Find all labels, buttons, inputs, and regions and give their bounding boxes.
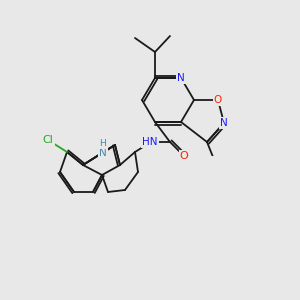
Text: N: N [177, 73, 185, 83]
Text: H: H [100, 140, 106, 148]
Text: O: O [180, 151, 188, 161]
Text: O: O [214, 95, 222, 105]
Text: N: N [99, 148, 107, 158]
Text: Cl: Cl [43, 135, 53, 145]
Text: N: N [220, 118, 228, 128]
Text: HN: HN [142, 137, 158, 147]
